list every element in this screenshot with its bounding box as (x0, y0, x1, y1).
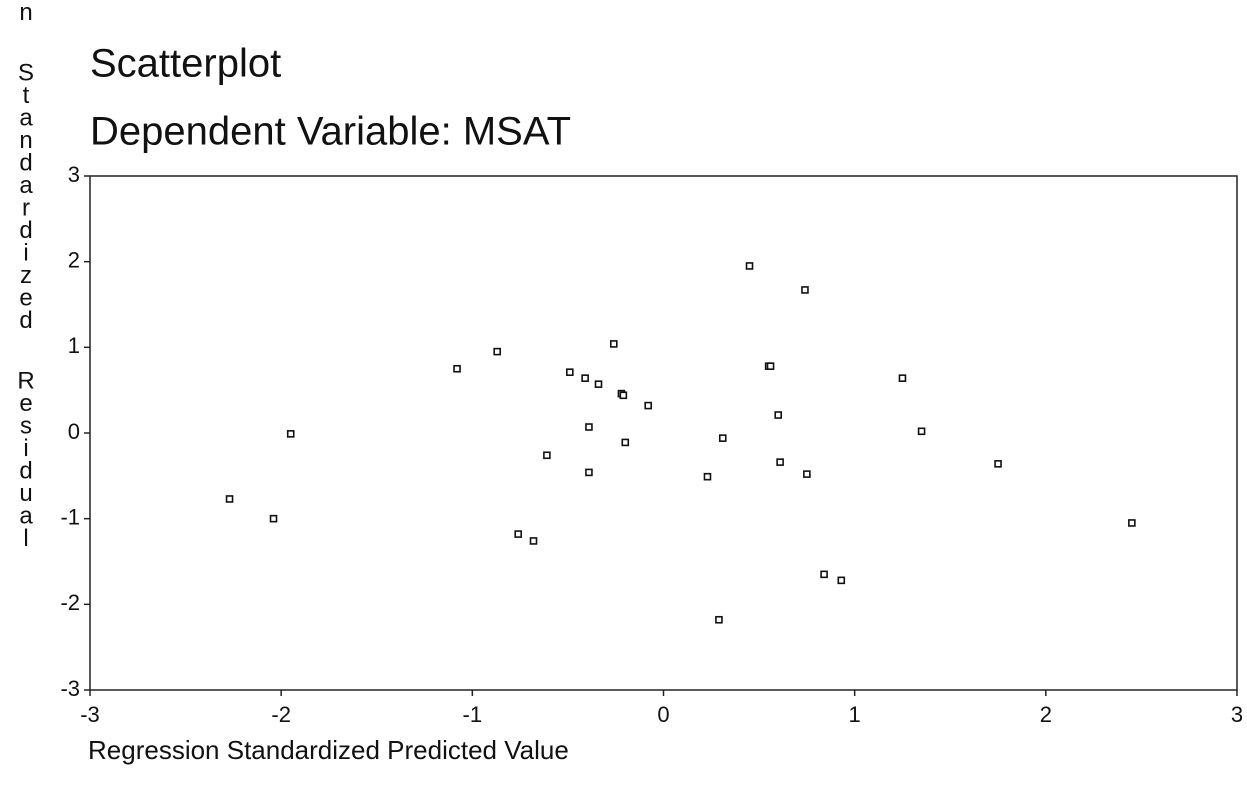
point (269, 514, 278, 523)
y-tick-label: 0 (68, 419, 80, 444)
point (566, 368, 574, 376)
point (715, 615, 723, 624)
y-tick-label: 3 (68, 162, 80, 187)
y-tick-label: 2 (68, 247, 80, 272)
point (703, 472, 712, 481)
point (594, 380, 603, 388)
point (585, 423, 593, 431)
x-tick-label: -1 (463, 702, 483, 727)
x-tick-label: -2 (271, 702, 291, 727)
point (286, 430, 295, 438)
y-tick-label: -2 (60, 590, 80, 615)
point (529, 537, 538, 545)
plot-frame (89, 175, 1238, 691)
x-tick-label: -3 (80, 702, 100, 727)
point (493, 347, 501, 356)
y-axis-label: RegressionStandardizedResidual (17, 0, 34, 552)
point (581, 374, 589, 382)
point (801, 286, 809, 294)
point (745, 262, 754, 270)
point (453, 364, 461, 373)
point (609, 340, 618, 348)
point (514, 530, 523, 538)
chart-subtitle: Dependent Variable: MSAT (90, 110, 571, 154)
y-tick-label: -1 (60, 504, 80, 529)
point (766, 362, 775, 370)
y-tick-label: 1 (68, 333, 80, 358)
x-tick-label: 3 (1231, 702, 1243, 727)
point (619, 391, 628, 400)
point (644, 401, 653, 410)
point (994, 460, 1002, 468)
point (776, 458, 784, 466)
point (837, 576, 846, 585)
x-axis-label: Regression Standardized Predicted Value (88, 735, 569, 765)
chart-title: Scatterplot (90, 42, 281, 86)
point (820, 570, 828, 579)
x-tick-label: 1 (849, 702, 861, 727)
x-tick-label: 0 (657, 702, 669, 727)
y-tick-label: -3 (60, 676, 80, 701)
x-tick-label: 2 (1040, 702, 1052, 727)
point (225, 495, 234, 503)
point (718, 434, 727, 442)
point (803, 470, 811, 478)
point (774, 411, 783, 419)
point (917, 427, 926, 436)
point (1128, 519, 1136, 527)
point (898, 374, 907, 382)
point (543, 451, 551, 460)
point (621, 438, 630, 447)
point (585, 468, 593, 477)
